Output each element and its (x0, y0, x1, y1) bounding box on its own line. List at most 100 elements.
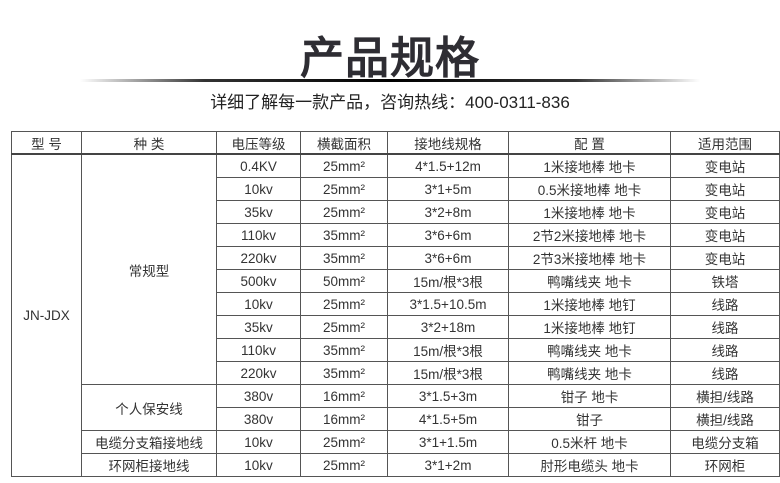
config-cell: 1米接地棒 地钉 (508, 315, 671, 339)
config-cell: 1米接地棒 地卡 (508, 200, 671, 224)
application-cell: 横担/线路 (670, 384, 780, 408)
header-model: 型 号 (11, 131, 82, 155)
cross-section-cell: 25mm² (300, 177, 388, 201)
header-cross-section: 横截面积 (300, 131, 388, 155)
config-cell: 2节2米接地棒 地卡 (508, 223, 671, 247)
table-row: JN-JDX 常规型 0.4KV 25mm² 4*1.5+12m 1米接地棒 地卡 变电站 (11, 153, 780, 477)
voltage-cell: 110kv (216, 223, 301, 247)
type-cell: 电缆分支箱接地线 (81, 430, 217, 454)
spec-cell: 3*1.5+3m (387, 384, 509, 408)
application-cell: 变电站 (670, 246, 780, 270)
table-row: 500kv 50mm² 15m/根*3根 鸭嘴线夹 地卡 铁塔 (12, 269, 780, 293)
cross-section-cell: 35mm² (300, 338, 388, 362)
application-cell: 变电站 (670, 200, 780, 224)
voltage-cell: 380v (216, 407, 301, 431)
voltage-cell: 10kv (216, 430, 301, 454)
table-row: 35kv 25mm² 3*2+8m 1米接地棒 地卡 变电站 (12, 200, 780, 224)
header-voltage: 电压等级 (216, 131, 301, 155)
cross-section-cell: 25mm² (300, 430, 388, 454)
spec-cell: 3*2+18m (387, 315, 509, 339)
header-application: 适用范围 (670, 131, 780, 155)
voltage-cell: 500kv (216, 269, 301, 293)
spec-cell: 3*6+6m (387, 246, 509, 270)
config-cell: 0.5米接地棒 地卡 (508, 177, 671, 201)
voltage-cell: 35kv (216, 315, 301, 339)
type-cell: 个人保安线 (81, 384, 217, 431)
config-cell: 钳子 地卡 (508, 384, 671, 408)
voltage-cell: 35kv (216, 200, 301, 224)
voltage-cell: 0.4KV (216, 153, 301, 178)
application-cell: 变电站 (670, 153, 780, 178)
spec-cell: 15m/根*3根 (387, 269, 509, 293)
voltage-cell: 220kv (216, 361, 301, 385)
cross-section-cell: 35mm² (300, 223, 388, 247)
application-cell: 电缆分支箱 (670, 430, 780, 454)
header-spec: 接地线规格 (387, 131, 509, 155)
config-cell: 鸭嘴线夹 地卡 (508, 338, 671, 362)
spec-cell: 3*1+2m (387, 453, 509, 477)
header-type: 种 类 (81, 131, 217, 155)
cross-section-cell: 25mm² (300, 153, 388, 178)
voltage-cell: 10kv (216, 292, 301, 316)
config-cell: 1米接地棒 地卡 (508, 153, 671, 178)
table-row: 个人保安线 380v 16mm² 3*1.5+3m 钳子 地卡 横担/线路 (12, 384, 780, 431)
application-cell: 环网柜 (670, 453, 780, 477)
spec-cell: 4*1.5+5m (387, 407, 509, 431)
spec-cell: 3*2+8m (387, 200, 509, 224)
config-cell: 鸭嘴线夹 地卡 (508, 361, 671, 385)
cross-section-cell: 35mm² (300, 246, 388, 270)
hotline-subtitle: 详细了解每一款产品，咨询热线：400-0311-836 (210, 93, 570, 112)
voltage-cell: 110kv (216, 338, 301, 362)
table-row: 环网柜接地线 10kv 25mm² 3*1+2m 肘形电缆头 地卡 环网柜 (12, 453, 780, 477)
application-cell: 线路 (670, 361, 780, 385)
cross-section-cell: 25mm² (300, 453, 388, 477)
cross-section-cell: 25mm² (300, 200, 388, 224)
config-cell: 钳子 (508, 407, 671, 431)
table-row: 电缆分支箱接地线 10kv 25mm² 3*1+1.5m 0.5米杆 地卡 电缆分支箱 (12, 430, 780, 454)
table-body: JN-JDX 常规型 0.4KV 25mm² 4*1.5+12m 1米接地棒 地卡 变电站 1… (11, 153, 780, 477)
voltage-cell: 10kv (216, 177, 301, 201)
type-cell: 环网柜接地线 (81, 453, 217, 477)
cross-section-cell: 35mm² (300, 361, 388, 385)
spec-table: 型 号 种 类 电压等级 横截面积 接地线规格 配 置 适用范围 JN-JDX 常… (11, 131, 780, 477)
table-row: 220kv 35mm² 15m/根*3根 鸭嘴线夹 地卡 线路 (12, 361, 780, 385)
spec-cell: 4*1.5+12m (387, 153, 509, 178)
table-row: 10kv 25mm² 3*1.5+10.5m 1米接地棒 地钉 线路 (12, 292, 780, 316)
spec-cell: 3*1+1.5m (387, 430, 509, 454)
table-header-row: 型 号 种 类 电压等级 横截面积 接地线规格 配 置 适用范围 (11, 131, 780, 155)
config-cell: 1米接地棒 地钉 (508, 292, 671, 316)
config-cell: 0.5米杆 地卡 (508, 430, 671, 454)
table-row: 110kv 35mm² 3*6+6m 2节2米接地棒 地卡 变电站 (12, 223, 780, 247)
cross-section-cell: 16mm² (300, 407, 388, 431)
voltage-cell: 220kv (216, 246, 301, 270)
application-cell: 变电站 (670, 223, 780, 247)
application-cell: 横担/线路 (670, 407, 780, 431)
spec-cell: 15m/根*3根 (387, 338, 509, 362)
spec-cell: 3*1.5+10.5m (387, 292, 509, 316)
table-row: 10kv 25mm² 3*1+5m 0.5米接地棒 地卡 变电站 (12, 177, 780, 201)
table-row: 220kv 35mm² 3*6+6m 2节3米接地棒 地卡 变电站 (12, 246, 780, 270)
config-cell: 肘形电缆头 地卡 (508, 453, 671, 477)
application-cell: 线路 (670, 292, 780, 316)
type-cell: 常规型 (81, 153, 217, 385)
cross-section-cell: 25mm² (300, 315, 388, 339)
spec-cell: 15m/根*3根 (387, 361, 509, 385)
spec-cell: 3*1+5m (387, 177, 509, 201)
cross-section-cell: 50mm² (300, 269, 388, 293)
cross-section-cell: 16mm² (300, 384, 388, 408)
table-row: 380v 16mm² 4*1.5+5m 钳子 横担/线路 (12, 407, 780, 431)
title-divider (80, 79, 700, 82)
config-cell: 2节3米接地棒 地卡 (508, 246, 671, 270)
application-cell: 线路 (670, 338, 780, 362)
cross-section-cell: 25mm² (300, 292, 388, 316)
application-cell: 变电站 (670, 177, 780, 201)
voltage-cell: 10kv (216, 453, 301, 477)
config-cell: 鸭嘴线夹 地卡 (508, 269, 671, 293)
application-cell: 铁塔 (670, 269, 780, 293)
page-title: 产品规格 (300, 33, 480, 84)
header-config: 配 置 (508, 131, 671, 155)
spec-cell: 3*6+6m (387, 223, 509, 247)
application-cell: 线路 (670, 315, 780, 339)
model-cell: JN-JDX (11, 153, 82, 477)
voltage-cell: 380v (216, 384, 301, 408)
